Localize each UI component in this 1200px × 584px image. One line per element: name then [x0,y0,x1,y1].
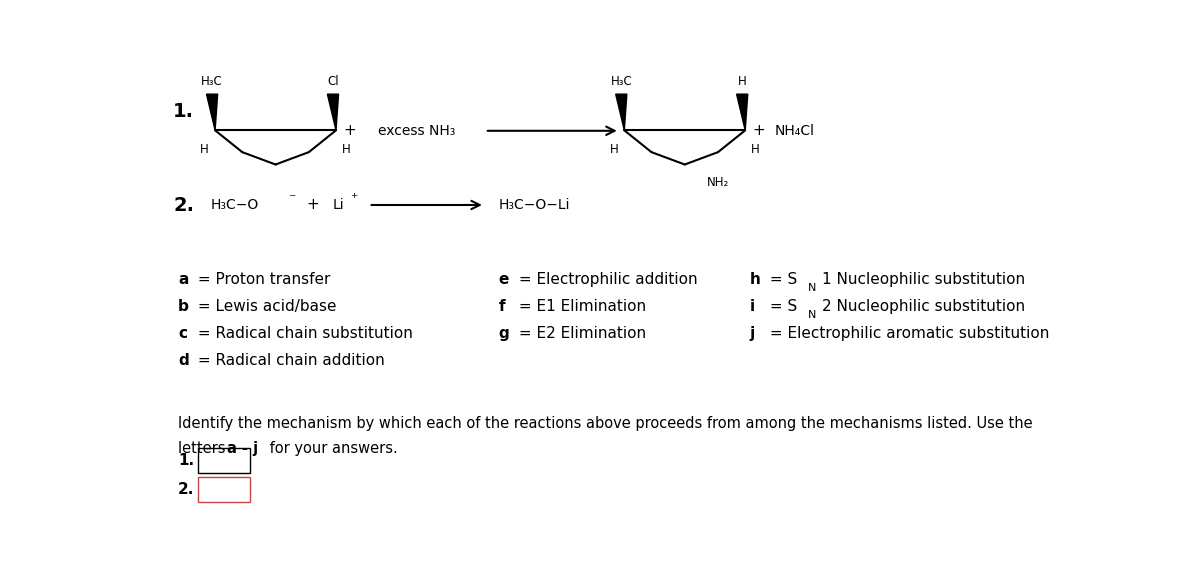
Text: 1 Nucleophilic substitution: 1 Nucleophilic substitution [822,272,1026,287]
Text: for your answers.: for your answers. [265,441,398,456]
Text: e: e [499,272,509,287]
Text: ⁺: ⁺ [350,192,358,206]
Text: H₃C: H₃C [202,75,223,88]
Text: ⁻: ⁻ [288,192,295,206]
Text: H₃C: H₃C [611,75,632,88]
Text: a - j: a - j [227,441,258,456]
Text: 1.: 1. [173,102,194,120]
Text: H: H [610,143,618,156]
Polygon shape [737,94,748,130]
Text: = Radical chain addition: = Radical chain addition [193,353,384,367]
Text: a: a [178,272,188,287]
Text: +: + [752,123,766,138]
Text: = Proton transfer: = Proton transfer [193,272,330,287]
Polygon shape [206,94,217,130]
Text: = Electrophilic addition: = Electrophilic addition [514,272,697,287]
Text: Identify the mechanism by which each of the reactions above proceeds from among : Identify the mechanism by which each of … [178,416,1032,432]
Text: = S: = S [764,272,797,287]
Text: 1.: 1. [178,453,194,468]
Text: = Lewis acid/base: = Lewis acid/base [193,298,336,314]
Text: N: N [808,310,816,320]
Text: = Electrophilic aromatic substitution: = Electrophilic aromatic substitution [764,326,1049,340]
Text: = E1 Elimination: = E1 Elimination [514,298,646,314]
Bar [198,448,250,472]
Text: +: + [343,123,356,138]
Text: Li: Li [332,198,344,212]
Text: g: g [499,326,510,340]
Text: = Radical chain substitution: = Radical chain substitution [193,326,413,340]
Text: H₃C−O−Li: H₃C−O−Li [499,198,570,212]
Text: H: H [342,143,350,156]
Text: H: H [751,143,760,156]
Text: excess NH₃: excess NH₃ [378,124,455,138]
Text: 2.: 2. [173,196,194,215]
Text: letters: letters [178,441,230,456]
Text: H: H [200,143,209,156]
Text: = S: = S [764,298,797,314]
Polygon shape [328,94,338,130]
Text: j: j [750,326,755,340]
Text: d: d [178,353,188,367]
Text: c: c [178,326,187,340]
Text: 2 Nucleophilic substitution: 2 Nucleophilic substitution [822,298,1026,314]
Text: b: b [178,298,188,314]
Text: NH₂: NH₂ [707,176,730,189]
Polygon shape [616,94,626,130]
Text: h: h [750,272,761,287]
Text: 2.: 2. [178,482,194,497]
Text: = E2 Elimination: = E2 Elimination [514,326,646,340]
Text: H₃C−O: H₃C−O [210,198,259,212]
Bar [198,477,250,502]
Text: Cl: Cl [328,75,338,88]
Text: +: + [306,197,319,213]
Text: i: i [750,298,755,314]
Text: H: H [738,75,746,88]
Text: NH₄Cl: NH₄Cl [775,124,815,138]
Text: f: f [499,298,505,314]
Text: N: N [808,283,816,293]
